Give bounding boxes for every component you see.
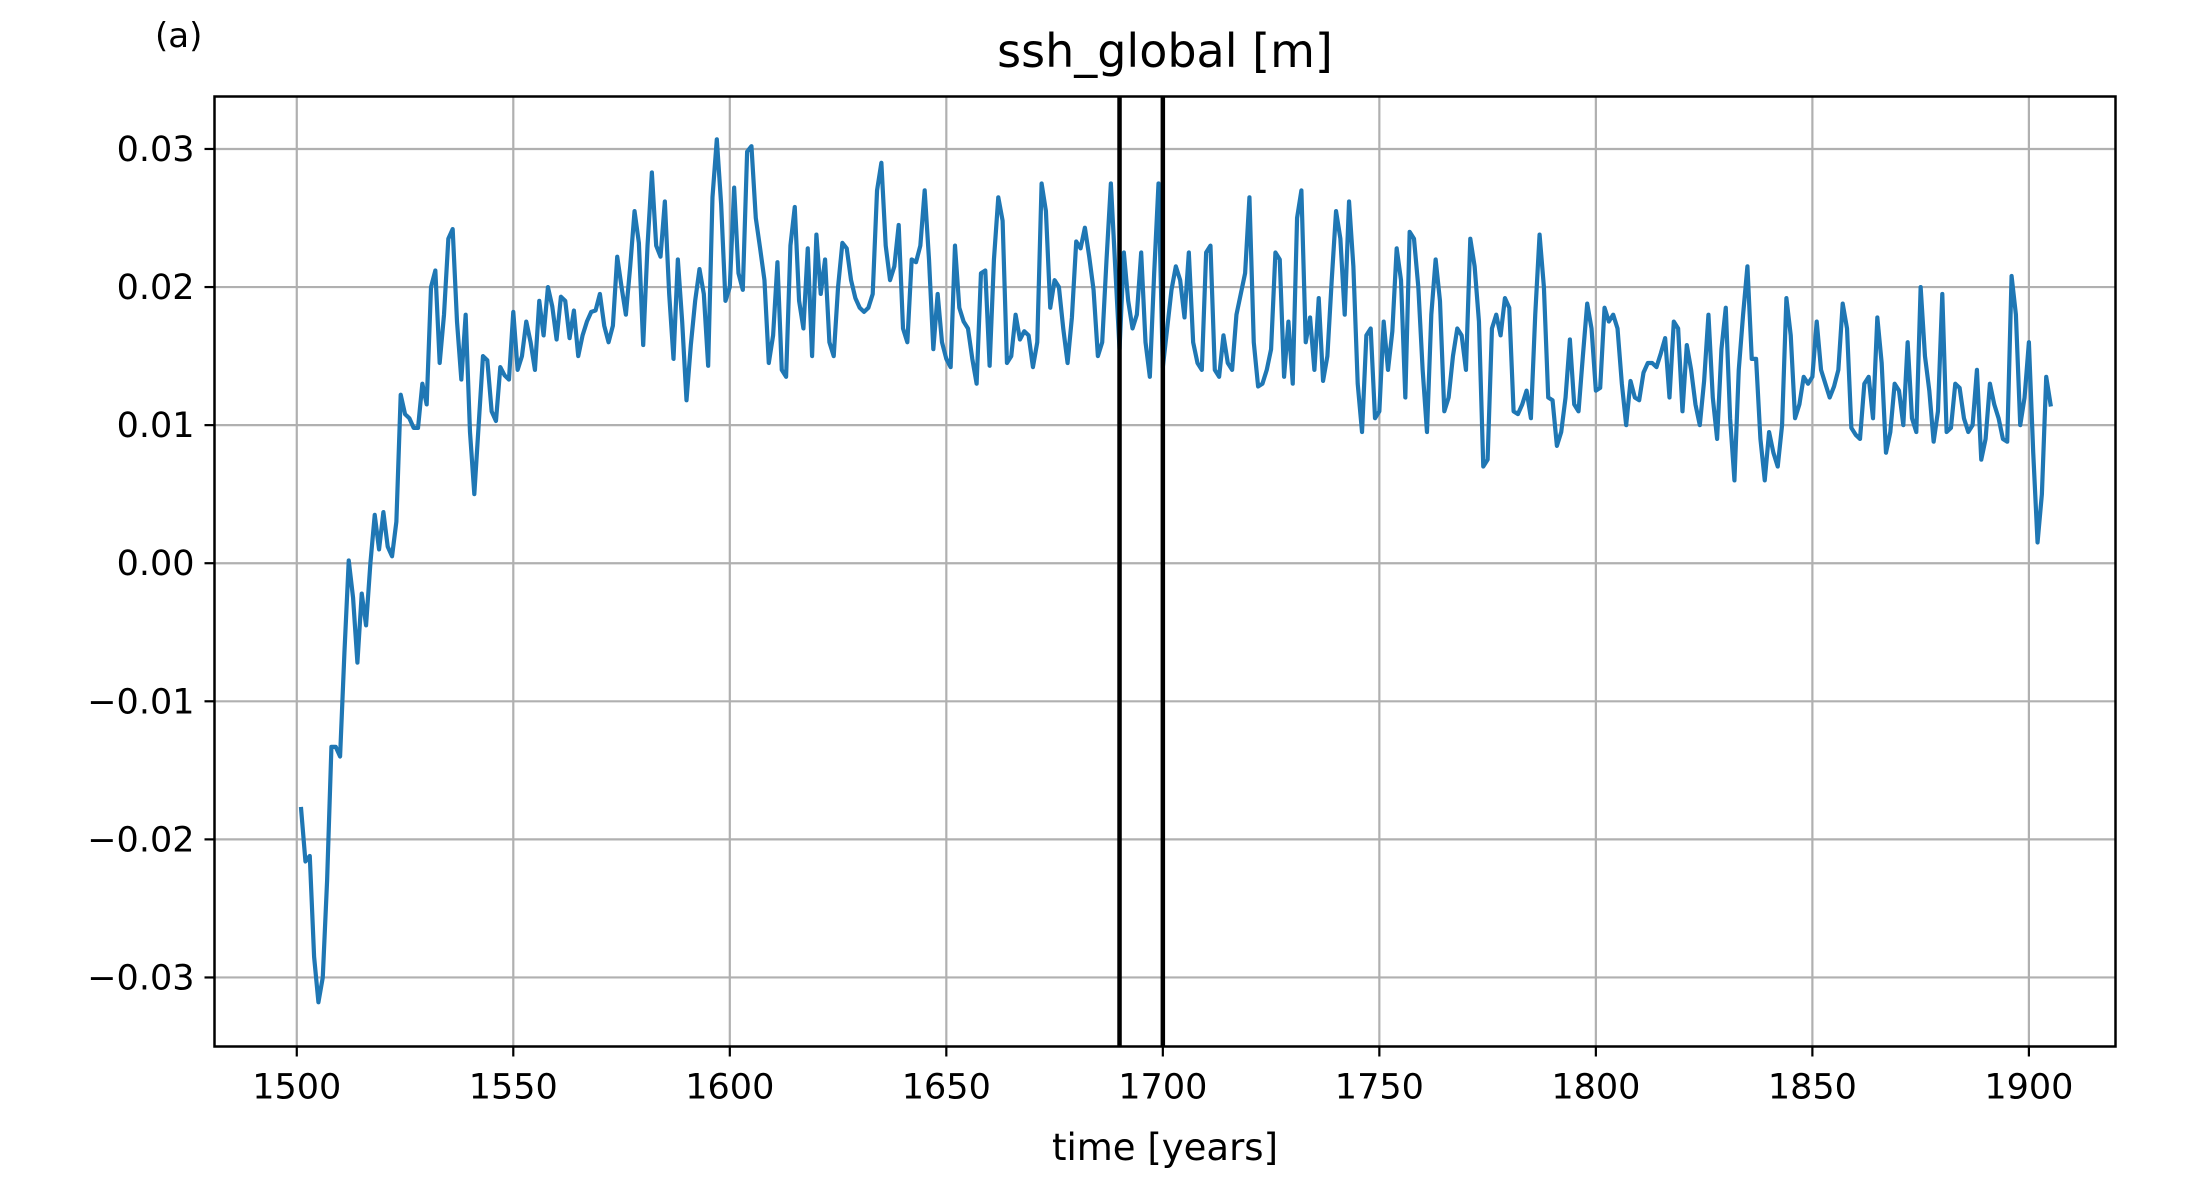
- x-tick-label: 1500: [252, 1068, 341, 1108]
- series-layer: [298, 137, 2053, 1005]
- vertical-markers: [1117, 96, 1166, 1047]
- x-tick-label: 1700: [1118, 1068, 1207, 1108]
- y-tick-label: 0.00: [117, 544, 195, 584]
- y-tick-label: 0.01: [117, 406, 195, 446]
- x-tick-label: 1800: [1551, 1068, 1640, 1108]
- x-tick-label: 1550: [469, 1068, 558, 1108]
- y-tick-label: −0.02: [87, 820, 194, 860]
- series-line: [298, 137, 2053, 1005]
- panel-label: (a): [155, 16, 202, 56]
- chart-title: ssh_global [m]: [997, 24, 1333, 78]
- x-tick-label: 1650: [902, 1068, 991, 1108]
- x-tick-label: 1900: [1984, 1068, 2073, 1108]
- x-axis-label: time [years]: [1052, 1126, 1278, 1169]
- y-tick-label: −0.01: [87, 682, 194, 722]
- y-tick-label: 0.02: [117, 268, 195, 308]
- x-tick-label: 1750: [1335, 1068, 1424, 1108]
- x-axis: 1500 1550 1600 1650 1700 1750 1800 1850 1900: [252, 1046, 2073, 1108]
- x-tick-label: 1600: [685, 1068, 774, 1108]
- plot-frame: [213, 95, 2117, 1048]
- y-axis: −0.03 −0.02 −0.01 0.00 0.01 0.02 0.03: [87, 130, 215, 998]
- y-tick-label: −0.03: [87, 958, 194, 998]
- y-tick-label: 0.03: [117, 130, 195, 170]
- x-tick-label: 1850: [1768, 1068, 1857, 1108]
